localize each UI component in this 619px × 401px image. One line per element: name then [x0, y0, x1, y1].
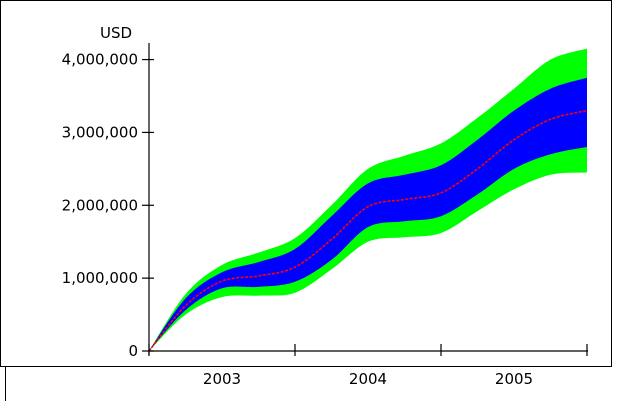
x-tick-label: 2003: [203, 370, 241, 388]
y-tick-label: 4,000,000: [62, 51, 138, 69]
inner-band-area: [149, 77, 587, 352]
x-tick-label: 2004: [349, 370, 387, 388]
y-tick-label: 0: [128, 342, 138, 360]
bands: [148, 48, 588, 352]
y-axis-label: USD: [100, 24, 132, 42]
axes: 0 1,000,000 2,000,000 3,000,000 4,000,000 200…: [62, 43, 588, 388]
plot-border: [0, 0, 612, 367]
y-tick-label: 2,000,000: [62, 196, 138, 214]
median-line: [148, 109, 588, 352]
x-tick-label: 2005: [495, 370, 533, 388]
y-tick-label: 3,000,000: [62, 123, 138, 141]
y-tick-label: 1,000,000: [62, 269, 138, 287]
